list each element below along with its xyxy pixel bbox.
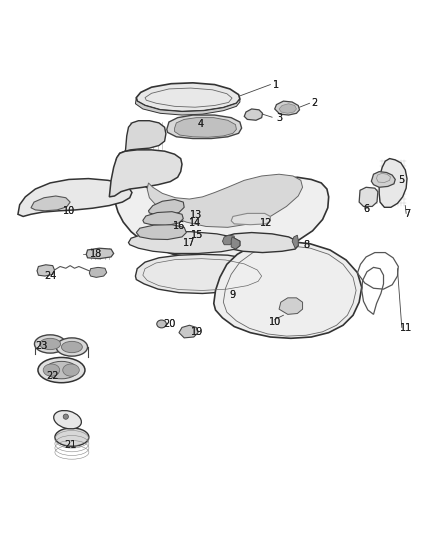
Text: 16: 16 [173,221,185,231]
Ellipse shape [45,361,78,379]
Text: 10: 10 [268,317,281,327]
Text: 5: 5 [399,175,405,185]
Polygon shape [231,237,240,249]
Text: 20: 20 [163,319,175,329]
Polygon shape [223,235,234,245]
Text: 11: 11 [400,324,412,333]
Polygon shape [125,120,166,151]
Polygon shape [223,232,298,253]
Text: 10: 10 [63,206,75,216]
Polygon shape [110,150,182,197]
Text: 9: 9 [229,290,235,300]
Polygon shape [135,254,270,294]
Polygon shape [275,101,300,115]
Text: 24: 24 [44,271,57,281]
Polygon shape [214,241,362,338]
Polygon shape [143,212,184,225]
Text: 24: 24 [44,271,57,281]
Polygon shape [148,199,184,215]
Polygon shape [279,298,303,314]
Polygon shape [379,158,407,207]
Polygon shape [292,235,298,248]
Text: 7: 7 [404,209,410,219]
Polygon shape [244,109,262,120]
Text: 17: 17 [183,238,196,247]
Text: 10: 10 [63,206,75,216]
Text: 20: 20 [163,319,175,329]
Ellipse shape [54,410,81,429]
Text: 3: 3 [276,112,282,123]
Ellipse shape [43,364,60,376]
Text: 1: 1 [273,79,279,90]
Text: 19: 19 [191,327,203,337]
Text: 6: 6 [363,204,369,214]
Polygon shape [175,118,237,137]
Text: 6: 6 [363,204,369,214]
Text: 7: 7 [404,209,410,219]
Polygon shape [231,213,270,225]
Text: 9: 9 [229,290,235,300]
Text: 14: 14 [189,218,201,228]
Text: 22: 22 [46,371,59,381]
Text: 22: 22 [46,371,59,381]
Text: 14: 14 [189,218,201,228]
Polygon shape [167,115,242,139]
Text: 2: 2 [311,98,318,108]
Polygon shape [89,268,107,277]
Ellipse shape [56,338,88,356]
Polygon shape [37,265,54,276]
Ellipse shape [61,341,82,353]
Text: 10: 10 [268,317,281,327]
Text: 12: 12 [260,218,272,228]
Text: 8: 8 [303,240,309,250]
Polygon shape [128,232,240,254]
Text: 23: 23 [35,341,48,351]
Polygon shape [279,104,297,114]
Polygon shape [136,83,240,111]
Text: 2: 2 [311,98,318,108]
Polygon shape [359,187,378,206]
Text: 21: 21 [64,440,76,450]
Text: 17: 17 [183,238,196,247]
Polygon shape [136,225,186,239]
Text: 13: 13 [190,210,202,220]
Text: 1: 1 [273,79,279,90]
Text: 18: 18 [90,249,102,260]
Text: 19: 19 [191,327,203,337]
Text: 15: 15 [191,230,203,240]
Text: 13: 13 [190,210,202,220]
Text: 16: 16 [173,221,185,231]
Text: 15: 15 [191,230,203,240]
Polygon shape [18,179,132,216]
Polygon shape [371,172,395,187]
Polygon shape [147,174,303,228]
Text: 11: 11 [400,324,412,333]
Polygon shape [31,196,70,211]
Text: 12: 12 [260,218,272,228]
Polygon shape [135,98,240,115]
Circle shape [63,414,68,419]
Text: 4: 4 [198,119,204,129]
Text: 21: 21 [64,440,76,450]
Text: 4: 4 [198,119,204,129]
Ellipse shape [40,338,60,350]
Text: 3: 3 [276,112,282,123]
Text: 18: 18 [90,249,102,260]
Polygon shape [114,151,328,259]
Polygon shape [179,325,198,338]
Text: 23: 23 [35,341,48,351]
Ellipse shape [55,428,89,446]
Text: 5: 5 [399,175,405,185]
Ellipse shape [157,320,166,328]
Ellipse shape [35,335,66,353]
Text: 8: 8 [303,240,309,250]
Ellipse shape [38,358,85,383]
Ellipse shape [63,364,79,376]
Polygon shape [86,248,114,259]
